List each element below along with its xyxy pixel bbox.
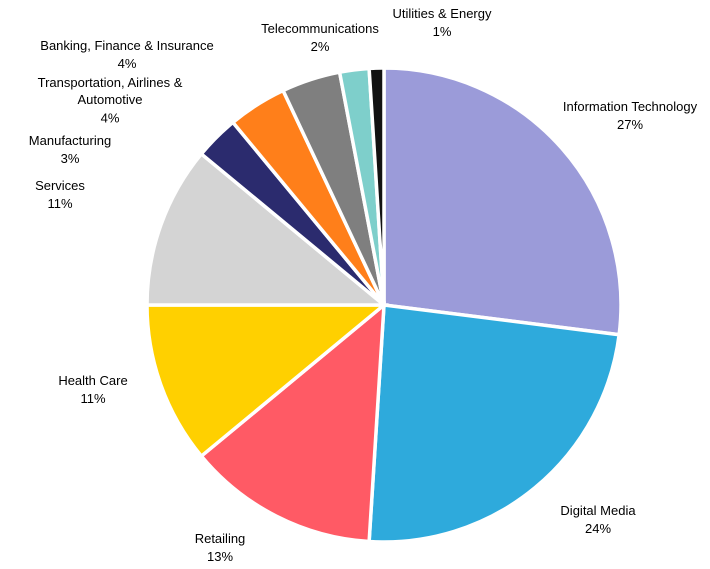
slice-label-line: Utilities & Energy	[393, 6, 492, 21]
pie-slice	[367, 303, 622, 544]
slice-label: Services	[35, 178, 85, 193]
slice-value-label: 4%	[118, 56, 137, 71]
slice-label: Retailing	[195, 531, 246, 546]
slice-value-label: 4%	[101, 110, 120, 125]
pie-slice	[145, 303, 389, 459]
slice-label-line: Digital Media	[560, 503, 636, 518]
pie-slice	[145, 151, 389, 307]
slice-label: Banking, Finance & Insurance	[40, 38, 213, 53]
slice-label: Information Technology	[563, 99, 698, 114]
slice-value-label: 24%	[585, 521, 611, 536]
slice-label-line: Telecommunications	[261, 21, 379, 36]
slice-label-line: Health Care	[58, 373, 127, 388]
slice-value-label: 11%	[80, 391, 105, 406]
pie-slice	[382, 66, 623, 337]
slice-label-line: Automotive	[77, 92, 142, 107]
slice-label: Telecommunications	[261, 21, 379, 36]
slice-label: Manufacturing	[29, 133, 111, 148]
slice-value-label: 27%	[617, 117, 643, 132]
slice-label: Digital Media	[560, 503, 636, 518]
slice-label-line: Services	[35, 178, 85, 193]
slice-label-line: Transportation, Airlines &	[38, 75, 183, 90]
slice-value-label: 11%	[47, 196, 72, 211]
slice-label-line: Banking, Finance & Insurance	[40, 38, 213, 53]
slice-value-label: 2%	[311, 39, 330, 54]
slice-value-label: 3%	[61, 151, 80, 166]
slice-value-label: 13%	[207, 549, 233, 564]
slice-label: Transportation, Airlines & Automotive	[38, 75, 183, 107]
slice-label: Health Care	[58, 373, 127, 388]
slice-label-line: Retailing	[195, 531, 246, 546]
slice-label-line: Manufacturing	[29, 133, 111, 148]
slice-value-label: 1%	[433, 24, 452, 39]
slice-label: Utilities & Energy	[393, 6, 492, 21]
pie-slice	[367, 66, 386, 306]
pie-slice	[198, 301, 387, 544]
slice-label-line: Information Technology	[563, 99, 698, 114]
